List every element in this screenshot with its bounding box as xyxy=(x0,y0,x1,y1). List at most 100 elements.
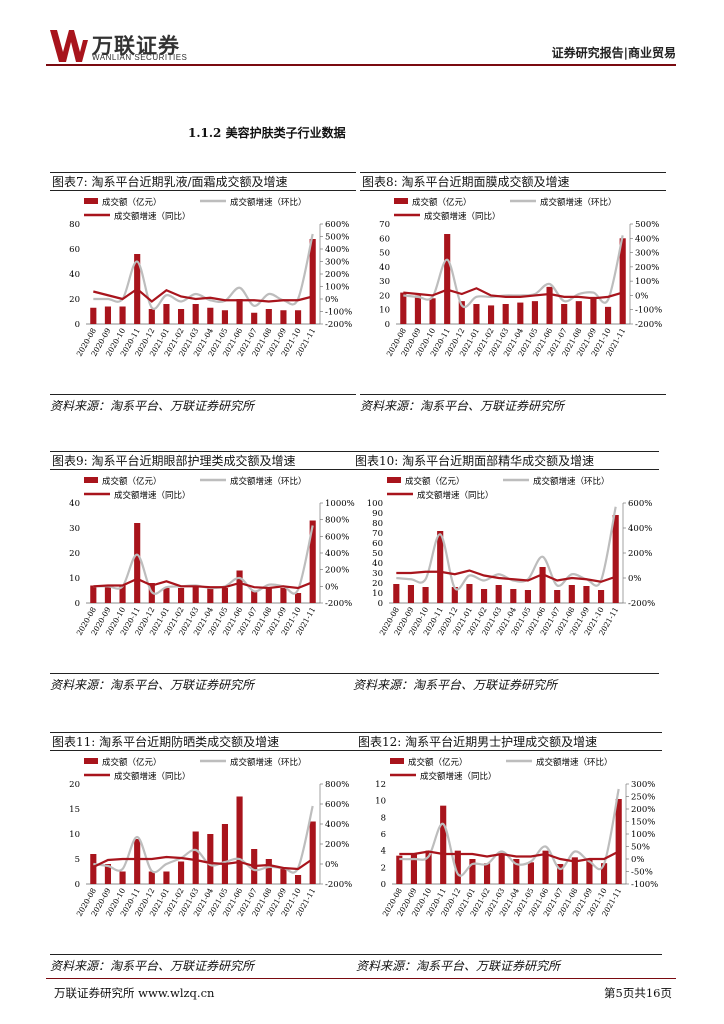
right-tick-label: 600% xyxy=(325,800,349,810)
chart-title: 图表12: 淘系平台近期男士护理成交额及增速 xyxy=(356,732,662,751)
bar-2020-12 xyxy=(454,850,461,884)
legend-label-yoy: 成交额增速（同比） xyxy=(114,211,191,222)
bar-2021-07 xyxy=(561,304,568,324)
bar-2021-10 xyxy=(604,306,612,324)
right-tick-label: -100% xyxy=(325,308,352,318)
bar-2021-02 xyxy=(487,305,495,324)
legend-label-mom: 成交额增速（环比） xyxy=(536,757,613,768)
right-tick-label: 200% xyxy=(325,270,349,280)
bar-2021-06 xyxy=(546,286,553,324)
bar-2020-12 xyxy=(451,587,458,603)
left-tick-label: 10 xyxy=(69,574,80,584)
bar-2020-11 xyxy=(444,234,451,324)
left-tick-label: 40 xyxy=(379,263,390,273)
left-tick-label: 100 xyxy=(367,499,383,509)
left-tick-label: 90 xyxy=(372,509,383,519)
left-tick-label: 0 xyxy=(378,599,383,609)
right-tick-label: 400% xyxy=(325,820,349,830)
bar-2020-09 xyxy=(414,295,422,324)
bar-2020-10 xyxy=(422,587,429,603)
left-tick-label: 20 xyxy=(69,780,80,790)
right-tick-label: 300% xyxy=(635,249,659,259)
bar-2020-11 xyxy=(440,805,447,884)
chart-fig12: 成交额（亿元） 成交额增速（环比） 成交额增速（同比） 12 10 8 6 4 2 0 300% 25… xyxy=(375,757,658,918)
bar-2021-07 xyxy=(557,864,564,884)
bar-2020-11 xyxy=(437,531,444,603)
left-tick-label: 60 xyxy=(69,245,80,255)
bar-2021-06 xyxy=(236,299,243,324)
bar-2020-10 xyxy=(429,298,436,324)
bar-2021-06 xyxy=(236,796,243,884)
bar-2020-10 xyxy=(119,871,126,884)
bar-2021-03 xyxy=(498,854,505,884)
bar-2021-11 xyxy=(309,520,316,603)
right-tick-label: 600% xyxy=(325,532,349,542)
left-tick-label: 30 xyxy=(372,569,383,579)
right-tick-label: 800% xyxy=(325,780,349,790)
right-tick-label: 600% xyxy=(628,499,652,509)
right-tick-label: 150% xyxy=(631,818,655,828)
right-tick-label: -200% xyxy=(325,880,352,890)
left-tick-label: 0 xyxy=(75,599,80,609)
chart-title: 图表11: 淘系平台近期防晒类成交额及增速 xyxy=(50,732,356,751)
bar-2021-11 xyxy=(309,239,316,324)
bar-2021-10 xyxy=(597,590,605,603)
bar-2021-03 xyxy=(192,831,199,884)
bar-2021-03 xyxy=(192,585,199,603)
bar-2021-09 xyxy=(280,588,287,603)
right-tick-label: -200% xyxy=(628,599,655,609)
bar-2021-04 xyxy=(513,859,520,884)
logo-english: WANLIAN SECURITIES xyxy=(92,53,188,62)
bar-2021-07 xyxy=(251,312,258,324)
left-tick-label: 10 xyxy=(375,797,386,807)
bar-2020-09 xyxy=(104,306,112,324)
bar-2020-12 xyxy=(148,871,155,884)
bar-2020-08 xyxy=(90,585,97,603)
bar-2021-06 xyxy=(236,570,243,603)
right-tick-label: 500% xyxy=(325,233,349,243)
chart-fig9: 成交额（亿元） 成交额增速（环比） 成交额增速（同比） 40 30 20 10 0 1000% 8… xyxy=(69,476,355,637)
legend-swatch-bar xyxy=(84,758,98,764)
legend-swatch-bar xyxy=(84,198,98,204)
bar-2021-06 xyxy=(542,850,549,884)
legend-label-bar: 成交额（亿元） xyxy=(412,197,472,208)
legend-label-yoy: 成交额增速（同比） xyxy=(114,490,191,501)
right-tick-label: 0% xyxy=(631,855,645,865)
right-tick-label: 200% xyxy=(325,840,349,850)
right-tick-label: 200% xyxy=(635,263,659,273)
bar-2021-10 xyxy=(294,593,302,603)
left-tick-label: 50 xyxy=(372,549,383,559)
chart-fig11: 成交额（亿元） 成交额增速（环比） 成交额增速（同比） 20 15 10 5 0 800% 600… xyxy=(69,757,352,918)
line-series-mom xyxy=(93,233,314,310)
right-tick-label: -100% xyxy=(631,880,658,890)
bar-2021-05 xyxy=(221,310,229,324)
bar-2021-11 xyxy=(309,821,316,884)
chart-source: 资料来源：淘系平台、万联证券研究所 xyxy=(50,394,356,414)
bar-2020-09 xyxy=(104,864,112,884)
right-tick-label: -200% xyxy=(325,320,352,330)
legend-label-yoy: 成交额增速（同比） xyxy=(420,771,497,782)
bar-2020-10 xyxy=(425,850,432,884)
right-tick-label: 400% xyxy=(325,549,349,559)
left-tick-label: 0 xyxy=(385,320,390,330)
left-tick-label: 0 xyxy=(381,880,386,890)
left-tick-label: 5 xyxy=(75,855,80,865)
right-tick-label: 200% xyxy=(628,549,652,559)
bar-2021-10 xyxy=(294,875,302,884)
header-divider xyxy=(46,64,676,66)
legend-swatch-bar xyxy=(394,198,408,204)
bar-2021-04 xyxy=(207,588,214,603)
bar-2021-02 xyxy=(177,588,185,603)
bar-2021-08 xyxy=(575,301,582,324)
bar-2020-08 xyxy=(90,854,97,884)
left-tick-label: 30 xyxy=(69,524,80,534)
bar-2021-02 xyxy=(480,589,488,603)
logo-chinese: 万联证券 xyxy=(92,34,180,58)
line-series-mom xyxy=(93,805,314,874)
bar-2020-10 xyxy=(119,585,126,603)
bar-2020-12 xyxy=(458,301,465,324)
bar-2020-09 xyxy=(410,854,418,884)
legend-swatch-bar xyxy=(84,477,98,483)
right-tick-label: 0% xyxy=(325,582,339,592)
line-series-yoy xyxy=(93,287,313,303)
